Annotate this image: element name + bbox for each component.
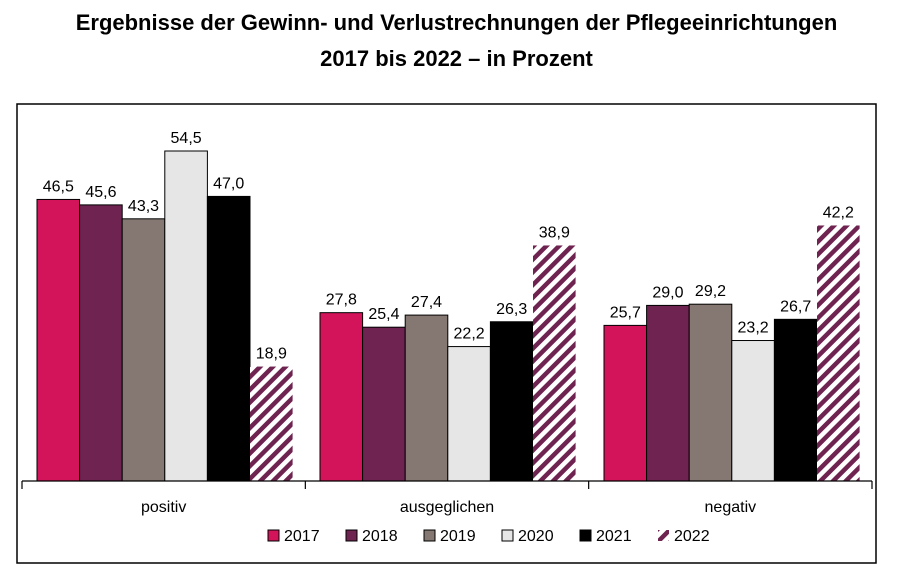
legend-label-2019: 2019: [440, 528, 476, 545]
data-label-2018-ausgeglichen: 25,4: [368, 306, 399, 323]
bar-2019-positiv: [121, 218, 166, 482]
bar-2018-positiv: [79, 204, 123, 482]
bar-2021-positiv: [206, 195, 251, 482]
category-label-negativ: negativ: [705, 499, 757, 516]
data-label-2017-positiv: 46,5: [43, 178, 74, 195]
data-label-2018-negativ: 29,0: [652, 284, 683, 301]
legend-swatch-2022: [658, 530, 669, 541]
data-label-2018-positiv: 45,6: [85, 184, 116, 201]
data-label-2020-negativ: 23,2: [738, 320, 769, 337]
chart-title: Ergebnisse der Gewinn- und Verlustrechnu…: [75, 10, 838, 35]
data-label-2019-negativ: 29,2: [695, 283, 726, 300]
legend-label-2022: 2022: [674, 528, 710, 545]
bar-2022-negativ: [817, 225, 860, 481]
data-label-2019-ausgeglichen: 27,4: [411, 294, 442, 311]
bar-2020-positiv: [164, 150, 208, 482]
bar-2022-positiv: [250, 366, 293, 481]
bar-2020-negativ: [731, 340, 775, 482]
bar-2019-negativ: [688, 303, 733, 482]
legend-label-2017: 2017: [284, 528, 320, 545]
data-label-2017-negativ: 25,7: [610, 304, 641, 321]
category-label-ausgeglichen: ausgeglichen: [400, 499, 494, 516]
bar-2018-negativ: [646, 304, 690, 482]
data-label-2022-ausgeglichen: 38,9: [539, 224, 570, 241]
bar-2017-ausgeglichen: [319, 312, 364, 482]
data-label-2020-ausgeglichen: 22,2: [454, 326, 485, 343]
legend-label-2020: 2020: [518, 528, 554, 545]
category-label-positiv: positiv: [141, 499, 186, 516]
data-label-2020-positiv: 54,5: [171, 130, 202, 147]
legend-swatch-2017: [267, 529, 280, 542]
data-label-2019-positiv: 43,3: [128, 198, 159, 215]
data-label-2021-positiv: 47,0: [213, 175, 244, 192]
legend-label-2018: 2018: [362, 528, 398, 545]
bar-2019-ausgeglichen: [404, 314, 449, 482]
data-label-2021-negativ: 26,7: [780, 298, 811, 315]
data-label-2021-ausgeglichen: 26,3: [496, 301, 527, 318]
chart-subtitle: 2017 bis 2022 – in Prozent: [320, 46, 593, 71]
legend-swatch-2020: [501, 529, 514, 542]
data-label-2022-positiv: 18,9: [256, 346, 287, 363]
bar-2022-ausgeglichen: [533, 245, 576, 481]
legend-label-2021: 2021: [596, 528, 632, 545]
bar-2021-ausgeglichen: [489, 321, 534, 482]
legend-swatch-2018: [345, 529, 358, 542]
bar-2018-ausgeglichen: [362, 326, 406, 482]
bar-2020-ausgeglichen: [447, 346, 491, 482]
bar-2017-negativ: [603, 324, 648, 482]
data-label-2022-negativ: 42,2: [823, 204, 854, 221]
bar-2021-negativ: [773, 318, 818, 482]
bar-2017-positiv: [36, 198, 81, 482]
legend-swatch-2019: [423, 529, 436, 542]
legend-swatch-2021: [579, 529, 592, 542]
data-label-2017-ausgeglichen: 27,8: [326, 292, 357, 309]
